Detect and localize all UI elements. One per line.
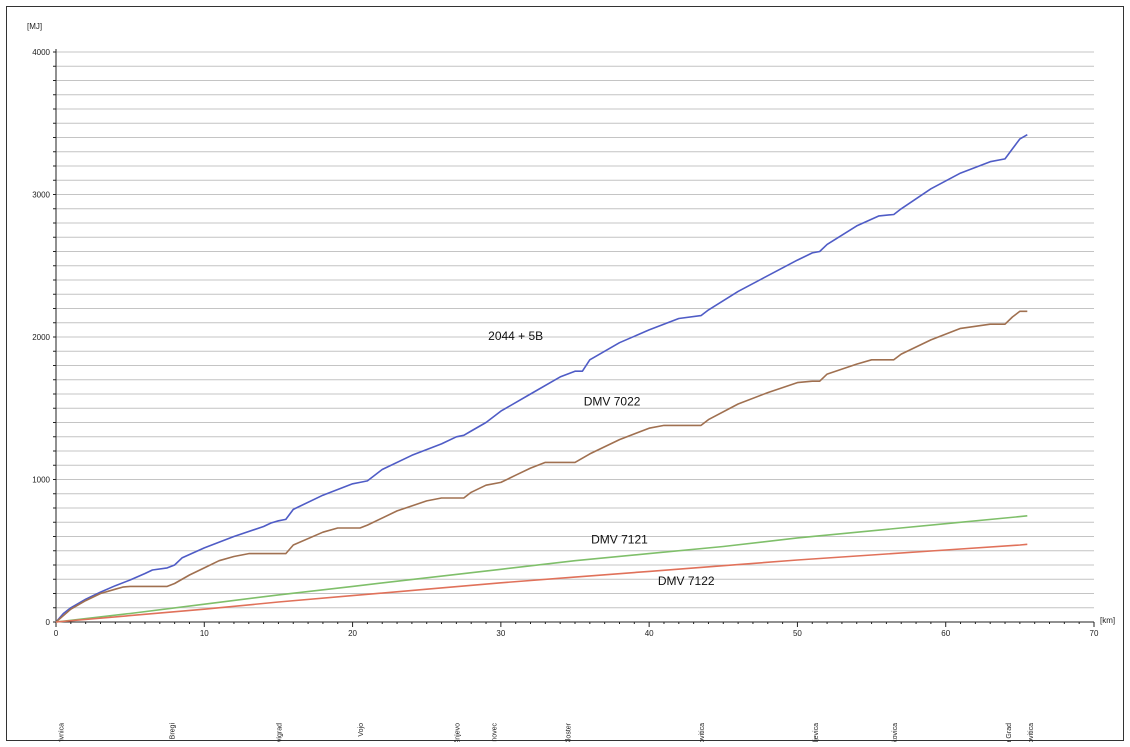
x-tick-label: 0: [54, 629, 59, 638]
x-tick-label: 70: [1090, 629, 1099, 638]
grid: [56, 51, 1094, 609]
station-label: Virovitica: [1028, 723, 1035, 742]
chart-frame: 0 10 20 30 40 50 60 70 0 1000 2000 3000 4000 2044 + …: [6, 6, 1124, 742]
energy-consumption-chart: 0 10 20 30 40 50 60 70 0 1000 2000 3000 4000 2044 + …: [27, 22, 1115, 742]
station-label: Bregi: [170, 723, 177, 740]
series-label-2: DMV 7022: [584, 394, 641, 408]
x-tick-label: 10: [200, 629, 209, 638]
series-line-2: [55, 310, 1028, 623]
station-label: Vukosavljevica: [813, 723, 820, 742]
series-labels: 2044 + 5B DMV 7022 DMV 7121 DMV 7122: [488, 329, 715, 588]
station-label: Novigrad: [276, 723, 283, 742]
station-label: Sušnjevo: [454, 723, 461, 742]
x-axis-unit-label: [km]: [1100, 616, 1115, 625]
station-label: Virovitica: [699, 723, 706, 742]
x-tick-label: 60: [941, 629, 950, 638]
station-label: Kloster: [566, 722, 573, 742]
series-label-3: DMV 7121: [591, 533, 648, 547]
x-tick-label: 30: [496, 629, 505, 638]
series-label-4: DMV 7122: [658, 574, 715, 588]
series-lines: [55, 134, 1028, 623]
series-line-3: [55, 515, 1028, 623]
y-tick-label: 3000: [32, 191, 50, 200]
axes: [53, 49, 1095, 627]
series-line-1: [55, 134, 1028, 623]
station-labels: Koprivnica Bregi Novigrad Vojo Sušnjevo Kalin…: [58, 722, 1035, 742]
x-tick-label: 20: [348, 629, 357, 638]
series-line-4: [55, 543, 1028, 623]
y-tick-label: 4000: [32, 48, 50, 57]
x-tick-label: 50: [793, 629, 802, 638]
tick-labels: 0 10 20 30 40 50 60 70 0 1000 2000 3000 4000: [32, 48, 1099, 638]
y-tick-label: 1000: [32, 476, 50, 485]
series-label-1: 2044 + 5B: [488, 329, 543, 343]
y-axis-unit-label: [MJ]: [27, 22, 42, 31]
station-label: Virovitica Grad: [1006, 723, 1013, 742]
y-tick-label: 0: [46, 618, 51, 627]
station-label: Koprivnica: [58, 723, 65, 742]
y-tick-label: 2000: [32, 333, 50, 342]
station-label: Vojo: [358, 723, 365, 737]
station-label: Špišić Bukovica: [890, 723, 899, 742]
x-tick-label: 40: [645, 629, 654, 638]
station-label: Kalinovec: [491, 723, 498, 742]
